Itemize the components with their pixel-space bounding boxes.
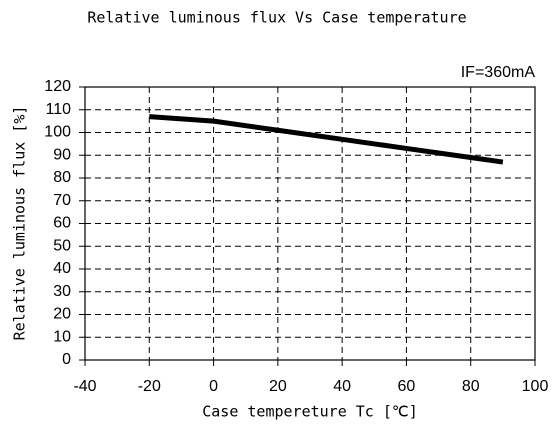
data-line: [149, 114, 504, 165]
y-tick-label: 70: [53, 192, 71, 209]
y-axis-label: Relative luminous flux [%]: [11, 106, 29, 341]
y-tick-label: 20: [53, 306, 71, 323]
x-tick-label: 0: [209, 378, 218, 395]
y-tick-label: 120: [44, 78, 71, 95]
chart-title: Relative luminous flux Vs Case temperatu…: [87, 9, 466, 27]
y-tick-label: 50: [53, 237, 71, 254]
y-tick-label: 60: [53, 215, 71, 232]
x-tick-label: 80: [462, 378, 480, 395]
y-tick-label: 10: [53, 328, 71, 345]
y-tick-label: 90: [53, 146, 71, 163]
y-tick-label: 30: [53, 283, 71, 300]
x-tick-label: 20: [269, 378, 287, 395]
x-tick-label: -20: [138, 378, 161, 395]
x-tick-label: 60: [398, 378, 416, 395]
y-tick-label: 100: [44, 124, 71, 141]
x-tick-label: 40: [333, 378, 351, 395]
x-axis-label: Case tempereture Tc [℃]: [202, 403, 418, 421]
x-tick-label: -40: [73, 378, 96, 395]
annotation: IF=360mA: [461, 64, 536, 81]
x-tick-label: 100: [522, 378, 549, 395]
y-tick-label: 80: [53, 169, 71, 186]
y-tick-label: 110: [45, 101, 71, 118]
y-tick-label: 0: [62, 351, 71, 368]
y-tick-label: 40: [53, 260, 71, 277]
